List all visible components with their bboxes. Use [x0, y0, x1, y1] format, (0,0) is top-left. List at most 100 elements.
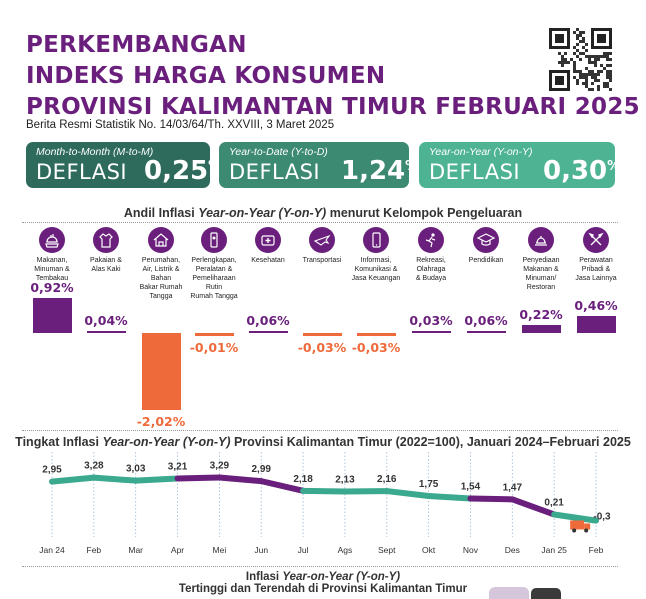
mtm-value: 0,25% [144, 156, 210, 186]
x-tick-label: Nov [463, 545, 479, 555]
andil-value-label: -0,03% [351, 339, 401, 355]
andil-bar [576, 315, 616, 333]
map-marker-icon [531, 588, 561, 599]
x-tick-label: Des [505, 545, 520, 555]
andil-bar [248, 330, 288, 333]
x-tick-label: Jan 25 [541, 545, 567, 555]
andil-bar [141, 333, 181, 410]
trend-line-chart: 2,95 3,28 3,03 3,21 3,29 2,99 2,18 2,13 2,16 1,75… [39, 452, 611, 555]
andil-bar [356, 333, 396, 336]
andil-bar [32, 298, 72, 333]
x-tick-label: Ags [338, 545, 353, 555]
andil-title-divider [22, 222, 618, 223]
graduation-icon [473, 227, 499, 253]
andil-value-label: 0,22% [519, 306, 563, 322]
qr-code-icon[interactable] [549, 28, 612, 91]
trend-value-label: 3,29 [210, 461, 230, 472]
category-label: Perawatan Pribadi & Jasa Lainnya [575, 257, 617, 282]
andil-value-label: 0,03% [409, 312, 453, 328]
x-tick-label: Jun [254, 545, 268, 555]
x-tick-label: Feb [87, 545, 102, 555]
andil-chart-title: Andil Inflasi Year-on-Year (Y-on-Y) menu… [123, 206, 523, 220]
trend-line-segment [551, 511, 599, 524]
trend-value-label: 2,13 [335, 474, 355, 485]
trend-line-segment [383, 488, 432, 499]
x-tick-label: Apr [171, 545, 184, 555]
trend-value-label: 2,18 [293, 474, 313, 485]
phone-icon [363, 227, 389, 253]
category-label: Makanan, Minuman & Tembakau [34, 257, 70, 282]
trend-value-label: 0,21 [544, 497, 564, 508]
andil-value-label: -0,03% [297, 339, 347, 355]
trend-value-label: 2,99 [251, 464, 271, 475]
andil-bar [521, 324, 561, 333]
trend-value-label: 1,75 [419, 479, 439, 490]
house-icon [148, 227, 174, 253]
trend-line-segment [174, 474, 223, 482]
trend-value-label: 2,16 [377, 474, 397, 485]
category-label: Transportasi [302, 257, 342, 264]
andil-value-label: -0,01% [189, 339, 239, 355]
trend-value-label: 3,21 [168, 461, 188, 472]
health-icon [255, 227, 281, 253]
footer-title-line-2: Tertinggi dan Terendah di Provinsi Kalim… [178, 583, 468, 595]
andil-bar [194, 333, 234, 336]
trend-value-label: 3,28 [84, 461, 104, 472]
page-title-line-2: INDEKS HARGA KONSUMEN [26, 63, 386, 89]
mtm-label: Month-to-Month (M-to-M) [36, 146, 154, 158]
trend-value-label: 1,54 [461, 482, 481, 493]
ytd-kind: DEFLASI [229, 160, 321, 184]
page-title-line-1: PERKEMBANGAN [26, 32, 247, 58]
x-tick-label: Feb [589, 545, 604, 555]
mtm-box: Month-to-Month (M-to-M) DEFLASI 0,25% [26, 142, 210, 188]
trend-value-label: 3,03 [126, 464, 146, 475]
andil-value-label: 0,92% [30, 280, 74, 296]
yoy-value: 0,30% [543, 156, 615, 186]
andil-bar [466, 330, 506, 333]
x-tick-label: Mar [128, 545, 143, 555]
trend-chart-title: Tingkat Inflasi Year-on-Year (Y-on-Y) Pr… [15, 435, 631, 449]
yoy-box: Year-on-Year (Y-on-Y) DEFLASI 0,30% [419, 142, 615, 188]
trend-value-label: 2,95 [42, 465, 62, 476]
mtm-kind: DEFLASI [36, 160, 128, 184]
trend-line-segment [509, 496, 558, 518]
footer-title-line-1: Inflasi Year-on-Year (Y-on-Y) [245, 571, 401, 583]
category-label: Perlengkapan, Peralatan & Pemeliharaan Ruti… [190, 257, 238, 300]
andil-bar [411, 330, 451, 333]
map-fragment-icon [489, 587, 529, 599]
ytd-box: Year-to-Date (Y-to-D) DEFLASI 1,24% [219, 142, 409, 188]
category-label: Kesehatan [251, 257, 285, 264]
trend-line-segment [132, 475, 181, 484]
andil-value-label: -2,02% [136, 413, 186, 429]
andil-value-label: 0,06% [464, 312, 508, 328]
category-label: Penyediaan Makanan & Minuman/Restoran [522, 257, 560, 291]
page-title-line-3: PROVINSI KALIMANTAN TIMUR FEBRUARI 2025 [26, 94, 640, 120]
category-label: Pakaian & Alas Kaki [90, 257, 122, 273]
trend-value-label: -0,3 [593, 512, 611, 523]
tools-icon [583, 227, 609, 253]
trend-value-label: 1,47 [503, 482, 523, 493]
restaurant-icon [528, 227, 554, 253]
category-label: Perumahan, Air, Listrik & Bahan Bakar Rumah… [139, 257, 183, 300]
trend-line-segment [425, 493, 474, 502]
andil-value-label: 0,04% [84, 312, 128, 328]
category-label: Informasi, Komunikasi & Jasa Keuangan [351, 257, 401, 282]
x-tick-label: Sept [378, 545, 396, 555]
clothing-icon [93, 227, 119, 253]
trend-line-segment [300, 487, 348, 495]
x-tick-label: Okt [422, 545, 436, 555]
footer-divider [22, 566, 618, 567]
andil-value-label: 0,06% [246, 312, 290, 328]
trend-line-segment [90, 474, 139, 484]
trend-line-segment [216, 474, 265, 485]
trend-line-segment [258, 478, 307, 494]
yoy-kind: DEFLASI [429, 160, 521, 184]
ytd-label: Year-to-Date (Y-to-D) [229, 146, 328, 158]
x-tick-label: Jul [298, 545, 309, 555]
trend-line-segment [49, 474, 97, 485]
category-label: Rekreasi, Olahraga & Budaya [415, 257, 447, 282]
release-subtitle: Berita Resmi Statistik No. 14/03/64/Th. … [26, 119, 335, 131]
trend-title-divider-top [22, 430, 618, 431]
yoy-label: Year-on-Year (Y-on-Y) [429, 146, 533, 158]
andil-bar [86, 330, 126, 333]
